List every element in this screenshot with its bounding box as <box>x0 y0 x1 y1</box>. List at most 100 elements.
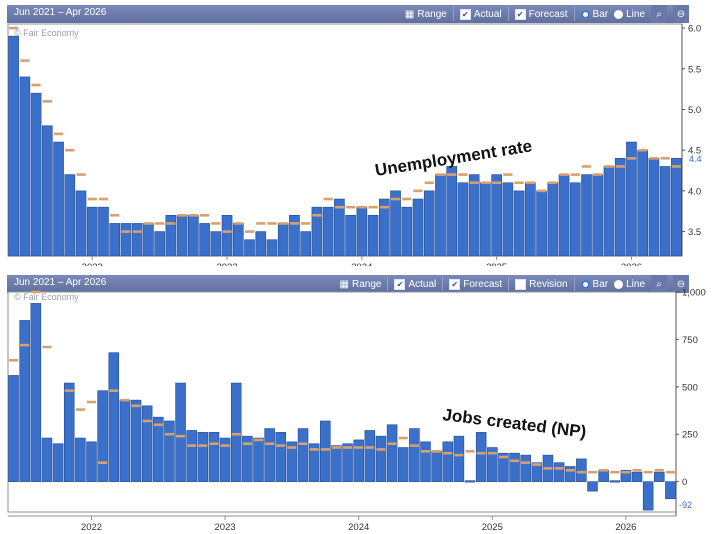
actual-bar <box>244 239 255 257</box>
forecast-marker <box>76 173 86 176</box>
bar-label: Bar <box>592 8 609 20</box>
actual-bar <box>659 166 671 257</box>
actual-bar <box>397 447 409 482</box>
actual-checkbox[interactable]: ✔ <box>394 278 406 290</box>
forecast-marker <box>632 468 642 472</box>
zoom-out-icon[interactable]: ⊖ <box>673 5 689 23</box>
chart-toolbar: Jun 2021 – Apr 2026 ▦ Range ✔ Actual ✔ F… <box>7 5 689 23</box>
bar-radio[interactable] <box>580 9 590 19</box>
x-tick-label: 2026 <box>621 262 642 266</box>
forecast-marker <box>357 205 367 209</box>
forecast-marker <box>222 230 232 233</box>
forecast-marker <box>443 451 453 455</box>
actual-bar <box>297 428 309 482</box>
actual-bar <box>423 190 435 257</box>
forecast-marker <box>576 470 586 474</box>
forecast-marker <box>615 165 625 168</box>
forecast-marker <box>671 165 681 168</box>
forecast-marker <box>312 213 322 217</box>
actual-bar <box>52 443 64 482</box>
forecast-toggle[interactable]: ✔ Forecast <box>449 278 502 290</box>
range-button[interactable]: ▦ Range <box>405 9 447 20</box>
bar-option[interactable]: Bar <box>580 279 608 290</box>
actual-bar <box>631 471 643 482</box>
forecast-marker <box>176 434 186 438</box>
actual-bar <box>98 206 109 257</box>
forecast-toggle[interactable]: ✔ Forecast <box>514 8 568 20</box>
revision-checkbox[interactable] <box>515 278 527 290</box>
bar-option[interactable]: Bar <box>580 8 609 20</box>
zoom-in-icon[interactable]: ⌕ <box>651 275 667 293</box>
x-tick-label: 2025 <box>482 522 503 533</box>
actual-bar <box>412 198 424 257</box>
actual-bar <box>331 445 342 482</box>
actual-bar <box>353 439 364 482</box>
actual-bar <box>320 420 331 482</box>
actual-bar <box>131 223 143 257</box>
forecast-marker <box>209 442 219 446</box>
forecast-marker <box>267 222 277 225</box>
revision-toggle[interactable]: Revision <box>515 278 568 290</box>
actual-bar <box>64 174 76 257</box>
forecast-marker <box>298 442 308 446</box>
forecast-marker <box>536 189 547 193</box>
forecast-marker <box>621 470 631 474</box>
actual-bar <box>19 76 31 257</box>
revision-label: Revision <box>529 278 568 290</box>
actual-bar <box>30 92 42 257</box>
line-option[interactable]: Line <box>614 9 645 20</box>
y-tick-label: 1,000 <box>682 288 706 299</box>
actual-bar <box>592 174 604 257</box>
actual-bar <box>8 375 19 482</box>
forecast-marker <box>413 189 423 193</box>
forecast-marker <box>188 213 198 217</box>
line-radio[interactable] <box>614 279 624 289</box>
forecast-checkbox[interactable]: ✔ <box>514 8 526 20</box>
actual-bar <box>564 466 576 482</box>
actual-bar <box>435 174 446 257</box>
actual-bar <box>277 223 289 257</box>
forecast-marker <box>626 157 637 160</box>
actual-bar <box>390 190 401 257</box>
forecast-marker <box>164 432 174 436</box>
toolbar-divider <box>507 7 509 21</box>
actual-label: Actual <box>473 8 502 20</box>
actual-toggle[interactable]: ✔ Actual <box>459 8 502 20</box>
forecast-marker <box>301 222 311 225</box>
forecast-marker <box>31 83 41 87</box>
forecast-marker <box>177 213 187 217</box>
line-radio[interactable] <box>614 9 624 19</box>
actual-bar <box>108 352 120 482</box>
calendar-icon: ▦ <box>339 278 349 290</box>
forecast-marker <box>256 222 266 225</box>
zoom-out-icon[interactable]: ⊖ <box>673 275 689 293</box>
line-option[interactable]: Line <box>614 279 645 290</box>
forecast-checkbox[interactable]: ✔ <box>449 278 461 290</box>
actual-bar <box>547 182 559 257</box>
forecast-marker <box>198 444 208 447</box>
forecast-marker <box>365 446 375 449</box>
forecast-marker <box>153 423 163 427</box>
actual-bar <box>420 441 431 482</box>
forecast-marker <box>242 442 252 446</box>
actual-bar <box>275 432 287 482</box>
actual-toggle[interactable]: ✔ Actual <box>394 278 436 290</box>
forecast-marker <box>454 453 464 457</box>
actual-bar <box>654 471 665 482</box>
actual-bar <box>242 435 253 482</box>
forecast-marker <box>548 181 558 185</box>
actual-bar <box>86 206 98 257</box>
actual-bar <box>603 166 615 257</box>
bar-radio[interactable] <box>580 279 590 289</box>
zoom-in-icon[interactable]: ⌕ <box>651 5 667 23</box>
actual-bar <box>509 452 520 482</box>
actual-checkbox[interactable]: ✔ <box>459 8 471 20</box>
forecast-marker <box>409 444 419 447</box>
actual-bar <box>513 190 525 257</box>
y-tick-label: 4.0 <box>688 186 701 197</box>
actual-bar <box>378 198 390 257</box>
actual-bar <box>502 182 514 257</box>
current-value-label: 4.4 <box>689 154 702 164</box>
forecast-marker <box>121 230 131 233</box>
range-button[interactable]: ▦ Range <box>340 279 382 290</box>
